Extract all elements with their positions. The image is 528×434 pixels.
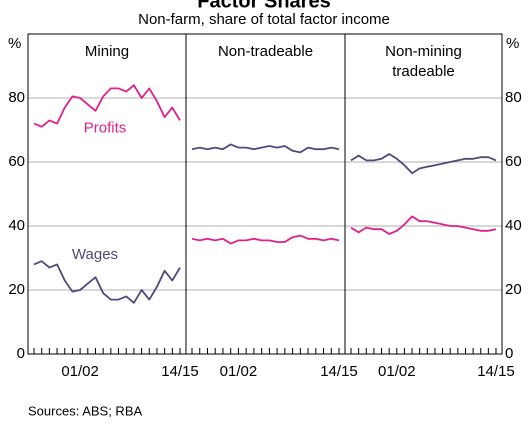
series-line [191,143,340,154]
series-line [33,260,181,304]
source-note: Sources: ABS; RBA [28,403,142,418]
x-tick-label: 01/02 [220,363,258,380]
y-tick-label: 60 [505,153,522,170]
y-tick-label: 60 [8,153,25,170]
y-tick-label: 0 [17,345,25,362]
chart-subtitle: Non-farm, share of total factor income [138,11,390,28]
panel-title: tradeable [392,63,455,80]
panel-title: Non-mining [385,43,462,60]
y-tick-label: 0 [505,345,513,362]
y-tick-label: 80 [8,89,25,106]
y-axis-label: % [506,35,519,52]
x-tick-label: 14/15 [320,363,358,380]
y-axis-label: % [8,35,21,52]
x-tick-label: 01/02 [378,363,416,380]
panel-title: Mining [85,43,129,60]
y-tick-label: 40 [505,217,522,234]
y-tick-label: 80 [505,89,522,106]
series-label: Profits [84,119,127,136]
series-line [350,153,497,175]
panel-title: Non-tradeable [218,43,313,60]
x-tick-label: 01/02 [61,363,99,380]
plot-frame [27,33,503,355]
series-line [191,234,340,245]
series-label: Wages [72,246,118,263]
y-tick-label: 20 [505,281,522,298]
x-tick-label: 14/15 [477,363,515,380]
y-tick-label: 40 [8,217,25,234]
y-tick-label: 20 [8,281,25,298]
chart-title: Factor Shares [197,0,330,12]
series-line [350,215,497,235]
x-tick-label: 14/15 [161,363,199,380]
series-line [33,84,181,128]
